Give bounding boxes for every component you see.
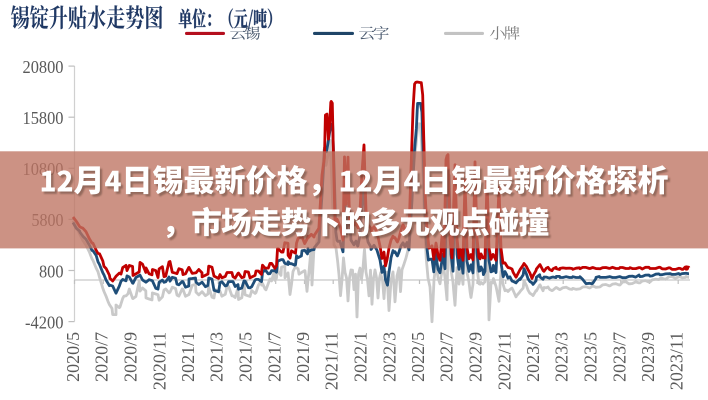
svg-text:2021/7: 2021/7 xyxy=(264,332,284,382)
svg-text:2020/9: 2020/9 xyxy=(121,332,141,382)
svg-text:2022/5: 2022/5 xyxy=(408,332,428,382)
svg-text:2022/1: 2022/1 xyxy=(351,332,371,382)
svg-text:2022/9: 2022/9 xyxy=(466,332,486,382)
svg-text:2021/5: 2021/5 xyxy=(236,332,256,382)
svg-text:2022/3: 2022/3 xyxy=(379,332,399,382)
svg-text:2021/11: 2021/11 xyxy=(322,332,342,390)
svg-text:2023/3: 2023/3 xyxy=(552,332,572,382)
svg-text:2021/1: 2021/1 xyxy=(178,332,198,382)
svg-text:-4200: -4200 xyxy=(25,312,64,332)
svg-text:2023/7: 2023/7 xyxy=(609,332,629,382)
svg-text:2022/7: 2022/7 xyxy=(437,332,457,382)
svg-text:2020/5: 2020/5 xyxy=(63,332,83,382)
svg-text:2022/11: 2022/11 xyxy=(494,332,514,390)
svg-text:800: 800 xyxy=(39,261,64,281)
svg-text:2023/9: 2023/9 xyxy=(638,332,658,382)
svg-text:2020/7: 2020/7 xyxy=(92,332,112,382)
svg-text:2020/11: 2020/11 xyxy=(149,332,169,390)
svg-text:2021/3: 2021/3 xyxy=(207,332,227,382)
svg-text:15800: 15800 xyxy=(23,108,64,128)
svg-text:2023/5: 2023/5 xyxy=(581,332,601,382)
svg-text:2023/1: 2023/1 xyxy=(523,332,543,382)
svg-text:2021/9: 2021/9 xyxy=(293,332,313,382)
svg-text:2023/11: 2023/11 xyxy=(667,332,687,390)
svg-text:20800: 20800 xyxy=(23,57,64,77)
